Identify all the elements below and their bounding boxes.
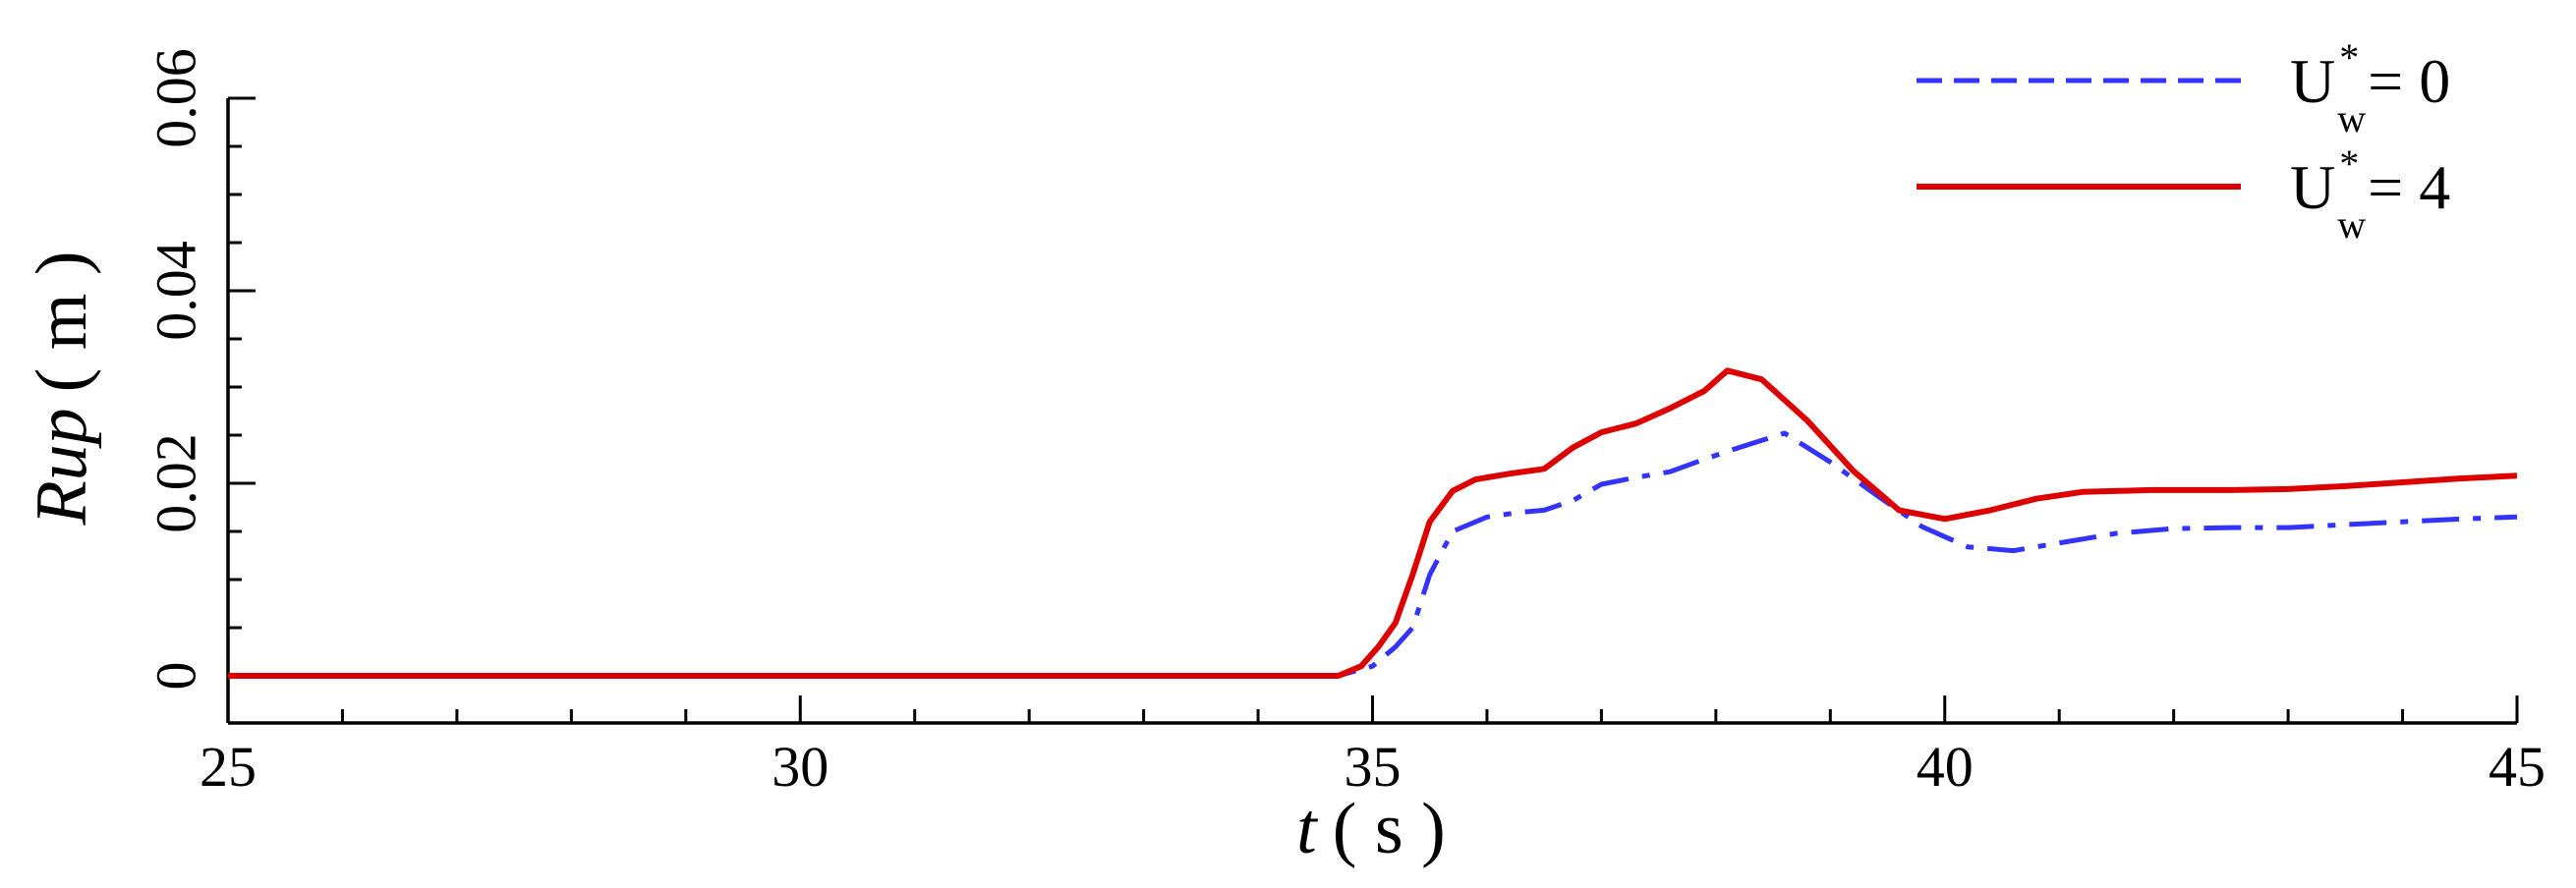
- legend-label-0: U * w= 0: [2290, 35, 2450, 140]
- x-tick-label: 40: [1917, 735, 1974, 799]
- legend: U * w= 0U * w= 4: [1917, 35, 2450, 247]
- x-tick-label: 30: [772, 735, 829, 799]
- x-tick-label: 25: [200, 735, 257, 799]
- plot-axes: [226, 98, 2517, 725]
- series-line-0: [228, 430, 2518, 679]
- y-tick-label: 0.04: [143, 241, 207, 341]
- y-tick-label: 0.02: [143, 433, 207, 533]
- legend-label-1: U * w= 4: [2290, 141, 2450, 247]
- series-line-1: [228, 367, 2518, 679]
- y-axis-title: Rup( m ): [22, 250, 102, 526]
- x-axis-title: t( s ): [1296, 789, 1446, 869]
- axis-ticks: 25 30 35 40 45 0 0.02 0.04 0.06: [143, 48, 2546, 799]
- series-layer: [228, 367, 2518, 679]
- y-tick-label: 0.06: [143, 48, 207, 148]
- x-tick-label: 45: [2489, 735, 2546, 799]
- y-tick-label: 0: [143, 662, 207, 691]
- x-tick-label: 35: [1345, 735, 1402, 799]
- axis-titles: t( s ) Rup( m ): [22, 250, 1446, 869]
